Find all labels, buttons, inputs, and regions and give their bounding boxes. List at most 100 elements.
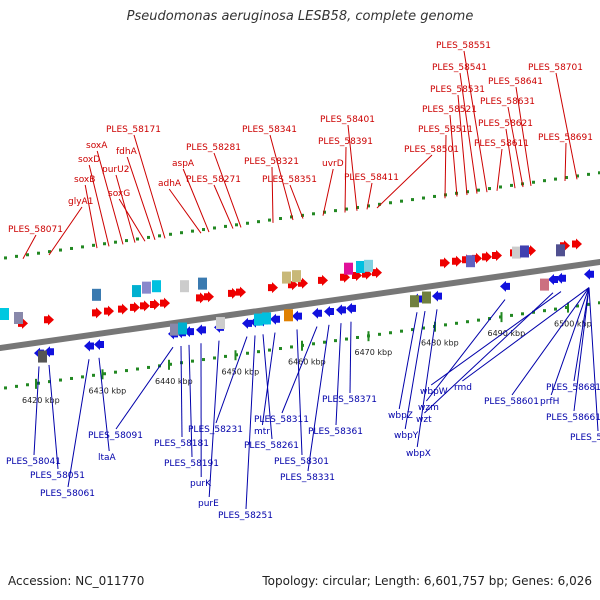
- guide-dot: [554, 307, 557, 311]
- guide-dot: [257, 220, 260, 224]
- forward-gene-label: PLES_58391: [318, 137, 373, 147]
- genome-backbone: [0, 259, 600, 351]
- reverse-leader-line: [180, 346, 183, 438]
- reverse-leader-line: [281, 326, 318, 414]
- forward-leader-line: [133, 134, 166, 239]
- misc-feature-block: [520, 245, 529, 258]
- reverse-gene-label: PLES_58661: [546, 413, 600, 423]
- guide-dot: [125, 369, 128, 373]
- reverse-gene-label: PLES_58681: [546, 383, 600, 393]
- guide-dot: [455, 321, 458, 325]
- reverse-leader-line: [573, 287, 590, 412]
- reverse-gene-label: PLES_58671: [570, 433, 600, 443]
- forward-gene-arrow: [572, 238, 582, 250]
- guide-dot: [499, 185, 502, 189]
- forward-gene-label: PLES_58691: [538, 133, 593, 143]
- reverse-gene-label: wzm: [418, 403, 439, 413]
- guide-dot: [169, 232, 172, 236]
- reverse-gene-arrow: [184, 326, 194, 338]
- guide-dot: [466, 190, 469, 194]
- forward-gene-arrow: [140, 300, 150, 312]
- forward-leader-line: [344, 146, 347, 213]
- misc-feature-block: [262, 312, 271, 325]
- reverse-gene-arrow: [292, 310, 302, 322]
- reverse-gene-arrow: [336, 304, 346, 316]
- reverse-gene-label: PLES_58331: [280, 473, 335, 483]
- forward-gene-label: PLES_58501: [404, 145, 459, 155]
- reverse-gene-label: PLES_58181: [154, 439, 209, 449]
- reverse-gene-label: PLES_58231: [188, 425, 243, 435]
- forward-gene-arrow: [92, 307, 102, 319]
- guide-dot: [378, 202, 381, 206]
- reverse-gene-label: wbpW: [420, 387, 448, 397]
- guide-dot: [334, 209, 337, 213]
- guide-dot: [70, 246, 73, 250]
- reverse-leader-line: [296, 329, 303, 456]
- forward-leader-line: [48, 206, 83, 256]
- guide-dot: [554, 177, 557, 181]
- reverse-gene-arrow: [556, 272, 566, 284]
- forward-gene-label: purU2: [102, 165, 129, 175]
- ruler-label: 6480 kbp: [421, 339, 459, 348]
- guide-dot: [587, 302, 590, 306]
- guide-dot: [169, 362, 172, 366]
- guide-dot: [103, 242, 106, 246]
- ruler-label: 6420 kbp: [22, 396, 60, 405]
- reverse-leader-line: [261, 332, 276, 426]
- guide-dot: [92, 243, 95, 247]
- guide-dot: [92, 373, 95, 377]
- ruler-label: 6470 kbp: [355, 348, 393, 357]
- guide-dot: [389, 331, 392, 335]
- guide-dot: [323, 210, 326, 214]
- reverse-gene-label: wbpZ: [388, 411, 413, 421]
- forward-leader-line: [555, 72, 578, 180]
- guide-dot: [378, 332, 381, 336]
- guide-dot: [345, 207, 348, 211]
- forward-gene-label: glyA1: [68, 197, 93, 207]
- ruler-label: 6440 kbp: [155, 377, 193, 386]
- guide-dot: [235, 223, 238, 227]
- reverse-leader-line: [115, 346, 174, 430]
- forward-leader-line: [449, 114, 458, 197]
- forward-gene-arrow: [318, 274, 328, 286]
- forward-gene-label: PLES_58171: [106, 125, 161, 135]
- misc-feature-block: [356, 260, 365, 273]
- forward-leader-line: [271, 166, 274, 223]
- forward-leader-line: [515, 86, 532, 186]
- forward-gene-label: PLES_58701: [528, 63, 583, 73]
- guide-dot: [532, 180, 535, 184]
- guide-dot: [433, 194, 436, 198]
- reverse-gene-label: PLES_58041: [6, 457, 61, 467]
- guide-dot: [312, 212, 315, 216]
- misc-feature-block: [282, 271, 291, 284]
- misc-feature-block: [422, 291, 431, 304]
- reverse-gene-label: PLES_58061: [40, 489, 95, 499]
- reverse-leader-line: [398, 312, 418, 410]
- reverse-leader-line: [67, 359, 90, 488]
- guide-dot: [279, 217, 282, 221]
- forward-gene-label: PLES_58631: [480, 97, 535, 107]
- gene-features: [0, 238, 594, 363]
- reverse-gene-label: wbpY: [394, 431, 419, 441]
- guide-dot: [400, 199, 403, 203]
- reverse-gene-arrow: [270, 313, 280, 325]
- forward-leader-line: [457, 94, 468, 196]
- forward-gene-label: PLES_58341: [242, 125, 297, 135]
- guide-dot: [48, 380, 51, 384]
- reverse-gene-label: PLES_58091: [88, 431, 143, 441]
- guide-dot: [279, 347, 282, 351]
- forward-leader-line: [84, 184, 98, 249]
- guide-dot: [488, 317, 491, 321]
- reverse-gene-arrow: [242, 317, 252, 329]
- ruler-label: 6450 kbp: [222, 367, 260, 376]
- reverse-gene-label: PLES_58601: [484, 397, 539, 407]
- ruler-label: 6490 kbp: [488, 329, 526, 338]
- forward-gene-arrow: [492, 249, 502, 261]
- misc-feature-block: [364, 259, 373, 272]
- guide-dot: [411, 198, 414, 202]
- guide-dot: [356, 205, 359, 209]
- guide-dot: [191, 359, 194, 363]
- guide-dot: [15, 254, 18, 258]
- guide-dot: [576, 304, 579, 308]
